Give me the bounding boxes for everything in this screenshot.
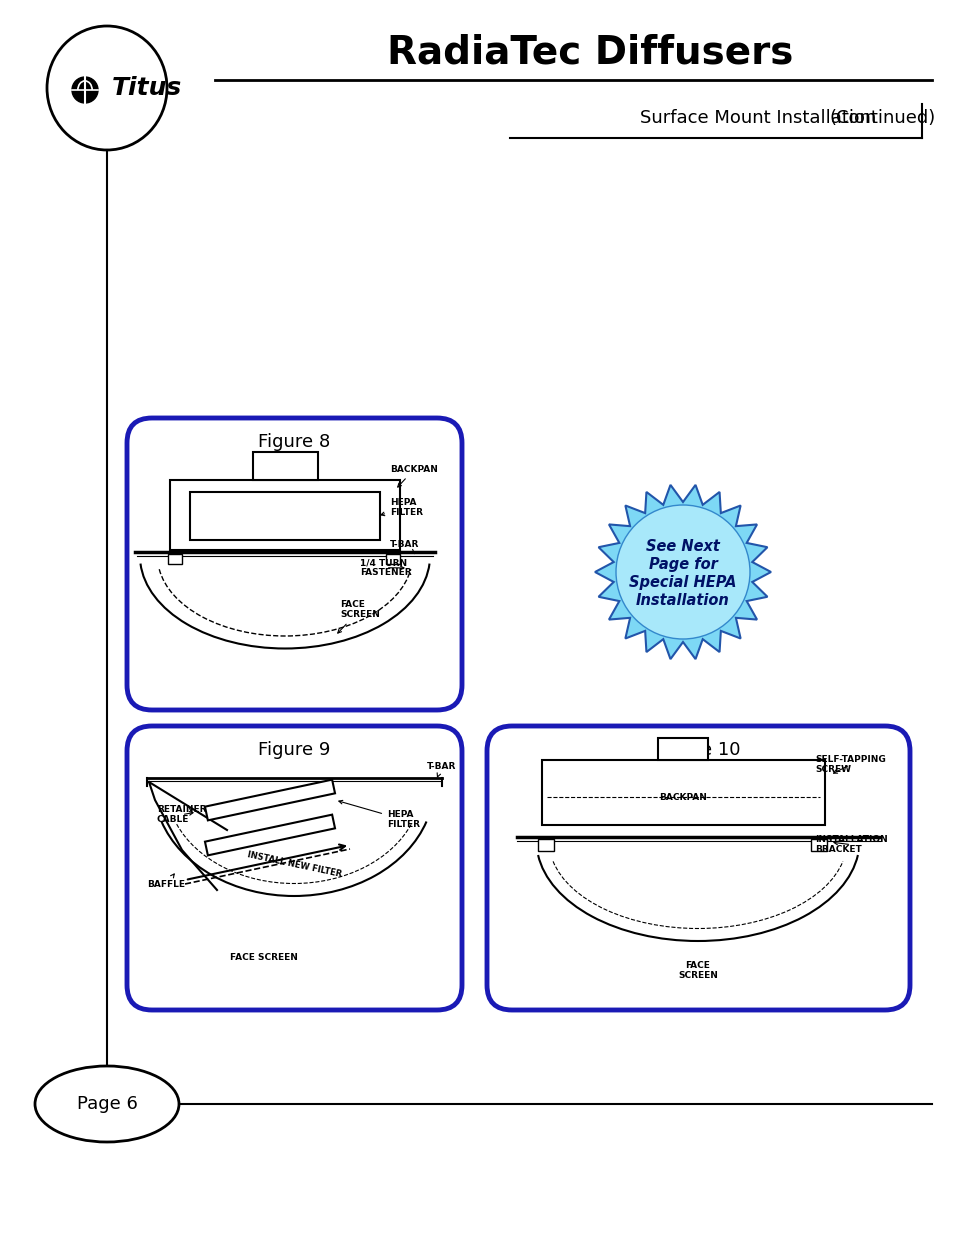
Text: SELF-TAPPING
SCREW: SELF-TAPPING SCREW (814, 755, 884, 774)
Bar (170, 480, 399, 550)
FancyBboxPatch shape (486, 726, 909, 1010)
Text: BAFFLE: BAFFLE (147, 874, 185, 889)
Text: HEPA
FILTER: HEPA FILTER (380, 498, 422, 517)
Text: Figure 9: Figure 9 (258, 741, 331, 760)
Text: T-BAR: T-BAR (427, 762, 456, 777)
Text: Titus: Titus (112, 77, 182, 100)
Text: T-BAR: T-BAR (390, 540, 419, 553)
Bar (541, 760, 824, 825)
Text: Figure 10: Figure 10 (656, 741, 740, 760)
Text: RETAINER
CABLE: RETAINER CABLE (157, 805, 206, 825)
FancyBboxPatch shape (127, 417, 461, 710)
Circle shape (71, 77, 98, 103)
Bar (168, 555, 182, 564)
Polygon shape (205, 815, 335, 856)
Text: See Next: See Next (645, 538, 720, 553)
Text: Page for: Page for (648, 557, 717, 572)
FancyBboxPatch shape (127, 726, 461, 1010)
Text: 1/4 TURN
FASTENER: 1/4 TURN FASTENER (359, 558, 411, 578)
Text: BACKPAN: BACKPAN (390, 466, 437, 487)
Text: HEPA
FILTER: HEPA FILTER (338, 800, 419, 830)
Text: INSTALLATION
BRACKET: INSTALLATION BRACKET (814, 835, 887, 855)
Ellipse shape (35, 1066, 179, 1142)
Bar (537, 839, 554, 851)
Circle shape (616, 505, 749, 638)
Bar (386, 555, 399, 564)
Bar (658, 739, 707, 760)
Text: Installation: Installation (636, 593, 729, 608)
Text: (Continued): (Continued) (829, 109, 935, 127)
Text: BACKPAN: BACKPAN (659, 793, 706, 802)
Text: RadiaTec Diffusers: RadiaTec Diffusers (386, 33, 792, 70)
Bar (190, 492, 379, 540)
Polygon shape (205, 779, 335, 820)
Text: Surface Mount Installation: Surface Mount Installation (639, 109, 876, 127)
Text: FACE
SCREEN: FACE SCREEN (678, 961, 718, 981)
Text: Page 6: Page 6 (76, 1095, 137, 1113)
Text: FACE SCREEN: FACE SCREEN (230, 953, 297, 962)
Polygon shape (595, 485, 770, 659)
Text: FACE
SCREEN: FACE SCREEN (337, 600, 379, 634)
Text: INSTALL NEW FILTER: INSTALL NEW FILTER (247, 851, 343, 879)
Text: Figure 8: Figure 8 (258, 433, 331, 451)
Ellipse shape (47, 26, 167, 149)
Text: Special HEPA: Special HEPA (629, 574, 736, 589)
Bar (253, 452, 317, 480)
Bar (810, 839, 826, 851)
